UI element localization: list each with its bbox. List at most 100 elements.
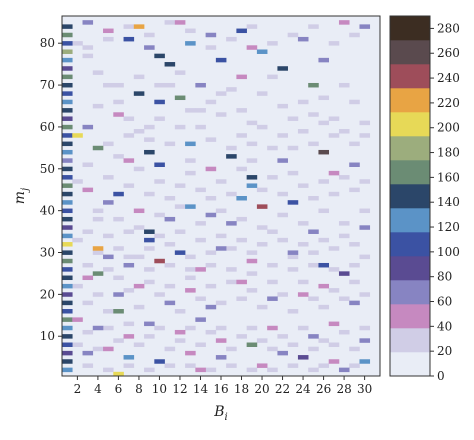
heatmap-cell (246, 288, 258, 293)
heatmap-cell (246, 24, 258, 29)
heatmap-cell (123, 321, 135, 327)
heatmap-cell (133, 254, 145, 260)
heatmap-cell (185, 363, 196, 368)
heatmap-cell (62, 158, 73, 163)
heatmap-cell (174, 229, 186, 234)
heatmap-cell (185, 350, 196, 356)
heatmap-cell (318, 262, 330, 268)
heatmap-cell (308, 229, 319, 234)
heatmap-cell (62, 32, 73, 38)
heatmap-cell (318, 149, 330, 155)
heatmap-cell (62, 49, 73, 54)
heatmap-cell (359, 338, 371, 343)
heatmap-cell (103, 267, 114, 272)
heatmap-cell (349, 141, 360, 147)
heatmap-cell (359, 24, 371, 29)
heatmap-cell (82, 300, 94, 306)
heatmap-cell (174, 338, 186, 343)
heatmap-cell (318, 95, 330, 101)
heatmap-cell (318, 179, 330, 184)
heatmap-cell (256, 91, 268, 96)
y-tick-label: 20 (40, 287, 55, 301)
heatmap-cell (164, 300, 176, 306)
heatmap-cell (297, 221, 309, 226)
heatmap-cell (359, 292, 371, 297)
heatmap-cell (72, 317, 83, 322)
heatmap-cell (277, 158, 288, 163)
colorbar-segment (390, 232, 430, 257)
heatmap-cell (205, 304, 217, 310)
heatmap-cell (123, 133, 135, 138)
heatmap-cell (318, 57, 330, 63)
colorbar-segment (390, 160, 430, 185)
heatmap-cell (287, 363, 299, 368)
heatmap-cell (92, 292, 104, 297)
heatmap-cell (256, 49, 268, 54)
heatmap-cell (92, 325, 104, 331)
heatmap-cell (256, 242, 268, 247)
heatmap-cell (164, 283, 176, 289)
colorbar-tick-label: 20 (437, 344, 452, 358)
heatmap-cell (164, 20, 176, 25)
heatmap-cell (123, 158, 135, 163)
y-tick-label: 50 (40, 162, 55, 176)
heatmap-cell (349, 300, 360, 306)
heatmap-cell (154, 233, 165, 239)
heatmap-cell (174, 70, 186, 75)
heatmap-cell (62, 91, 73, 96)
heatmap-cell (277, 133, 288, 138)
heatmap-cell (92, 70, 104, 75)
heatmap-cell (113, 82, 124, 88)
heatmap-cell (256, 124, 268, 130)
heatmap-cell (144, 45, 155, 50)
heatmap-cell (205, 45, 217, 50)
heatmap-cell (113, 191, 124, 197)
heatmap-cell (297, 36, 309, 42)
heatmap-cell (144, 237, 155, 243)
x-tick-label: 26 (316, 382, 331, 396)
heatmap-cell (185, 141, 196, 147)
heatmap-cell (133, 129, 145, 134)
heatmap-cell (287, 267, 299, 272)
heatmap-cell (72, 133, 83, 138)
heatmap-cell (215, 112, 227, 117)
heatmap-cell (236, 133, 247, 138)
heatmap-cell (338, 329, 350, 335)
y-axis-label: mj (12, 188, 31, 204)
heatmap-cell (62, 292, 73, 297)
heatmap-cell (103, 200, 114, 205)
heatmap-cell (174, 20, 186, 25)
heatmap-cell (205, 262, 217, 268)
heatmap-cell (72, 342, 83, 347)
y-tick-label: 10 (40, 329, 55, 343)
heatmap-cell (123, 254, 135, 260)
x-tick-label: 8 (135, 382, 143, 396)
heatmap-cell (308, 24, 319, 29)
heatmap-cell (226, 346, 237, 352)
x-tick-label: 10 (152, 382, 167, 396)
heatmap-cell (226, 36, 237, 42)
heatmap-cell (359, 325, 371, 331)
heatmap-cell (349, 162, 360, 167)
heatmap-cell (328, 41, 340, 46)
heatmap-cell (82, 329, 94, 335)
heatmap-cell (62, 74, 73, 80)
colorbar-segment (390, 280, 430, 305)
colorbar-segment (390, 112, 430, 137)
heatmap-cell (133, 208, 145, 214)
heatmap-cell (195, 108, 206, 113)
colorbar-segment (390, 328, 430, 353)
heatmap-cell (236, 28, 247, 34)
heatmap-cell (297, 325, 309, 331)
x-axis-label-subscript: i (225, 412, 228, 423)
heatmap-cell (62, 300, 73, 306)
y-tick-label: 30 (40, 246, 55, 260)
heatmap-cell (62, 283, 73, 289)
heatmap-cell (62, 141, 73, 147)
heatmap-cell (297, 242, 309, 247)
heatmap-cell (185, 108, 196, 113)
heatmap-cell (103, 254, 114, 260)
heatmap-cell (246, 271, 258, 276)
heatmap-cell (349, 262, 360, 268)
colorbar-segment (390, 184, 430, 209)
